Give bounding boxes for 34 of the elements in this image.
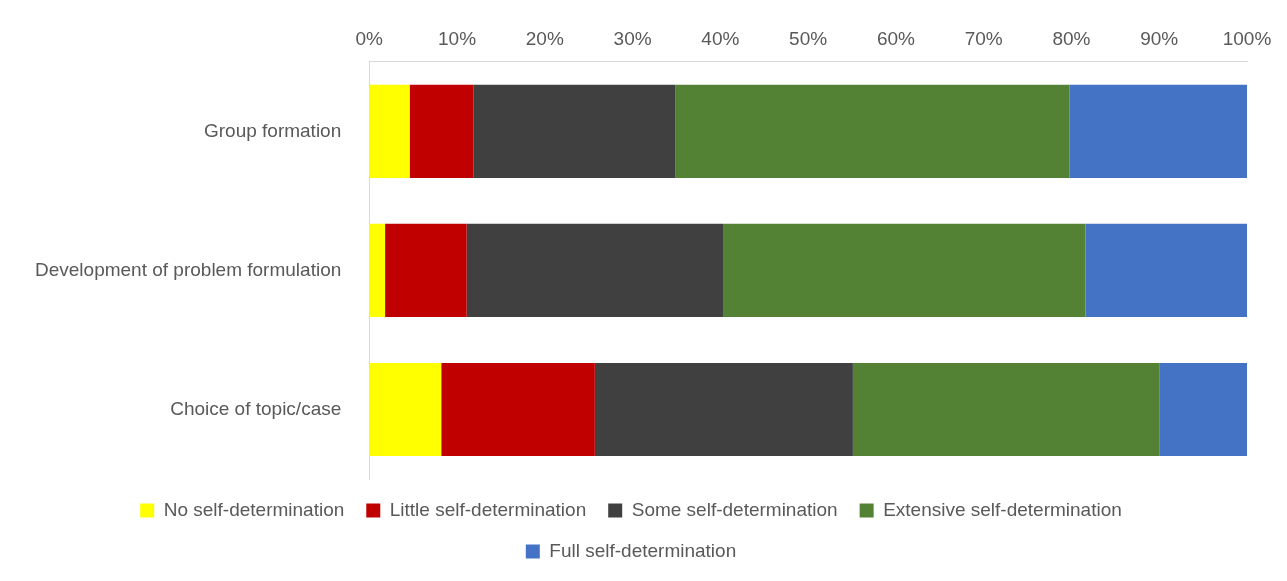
x-tick-label: 20%: [525, 27, 564, 49]
bar: [409, 84, 474, 178]
x-tick-label: 40%: [701, 27, 740, 49]
bar: [369, 84, 410, 178]
bar: [722, 223, 1086, 317]
x-tick-label: 0%: [355, 27, 384, 49]
bar: [385, 223, 467, 317]
x-tick-label: 10%: [438, 27, 477, 49]
bar: [1085, 223, 1247, 317]
y-tick-label: Choice of topic/case: [170, 397, 342, 419]
x-tick-label: 70%: [964, 27, 1003, 49]
bar: [369, 223, 386, 317]
bar: [1069, 84, 1247, 178]
legend-label: Extensive self-determination: [883, 498, 1122, 520]
x-tick-label: 80%: [1052, 27, 1091, 49]
x-tick-label: 30%: [613, 27, 652, 49]
bar: [466, 223, 723, 317]
x-tick-label: 60%: [876, 27, 916, 49]
legend-label: No self-determination: [163, 498, 345, 520]
bar: [1159, 362, 1247, 457]
bar: [369, 362, 442, 457]
x-tick-label: 50%: [789, 27, 828, 49]
legend-label: Full self-determination: [549, 539, 737, 561]
x-tick-label: 100%: [1222, 27, 1272, 49]
legend-label: Little self-determination: [389, 498, 587, 520]
bar: [852, 362, 1160, 457]
bar: [473, 84, 676, 178]
bar: [441, 362, 595, 457]
legend-label: Some self-determination: [631, 498, 838, 520]
y-tick-label: Group formation: [203, 119, 342, 141]
x-tick-label: 90%: [1140, 27, 1179, 49]
bar: [675, 84, 1070, 178]
bar: [594, 362, 853, 457]
y-tick-label: Development of problem formulation: [35, 258, 342, 280]
